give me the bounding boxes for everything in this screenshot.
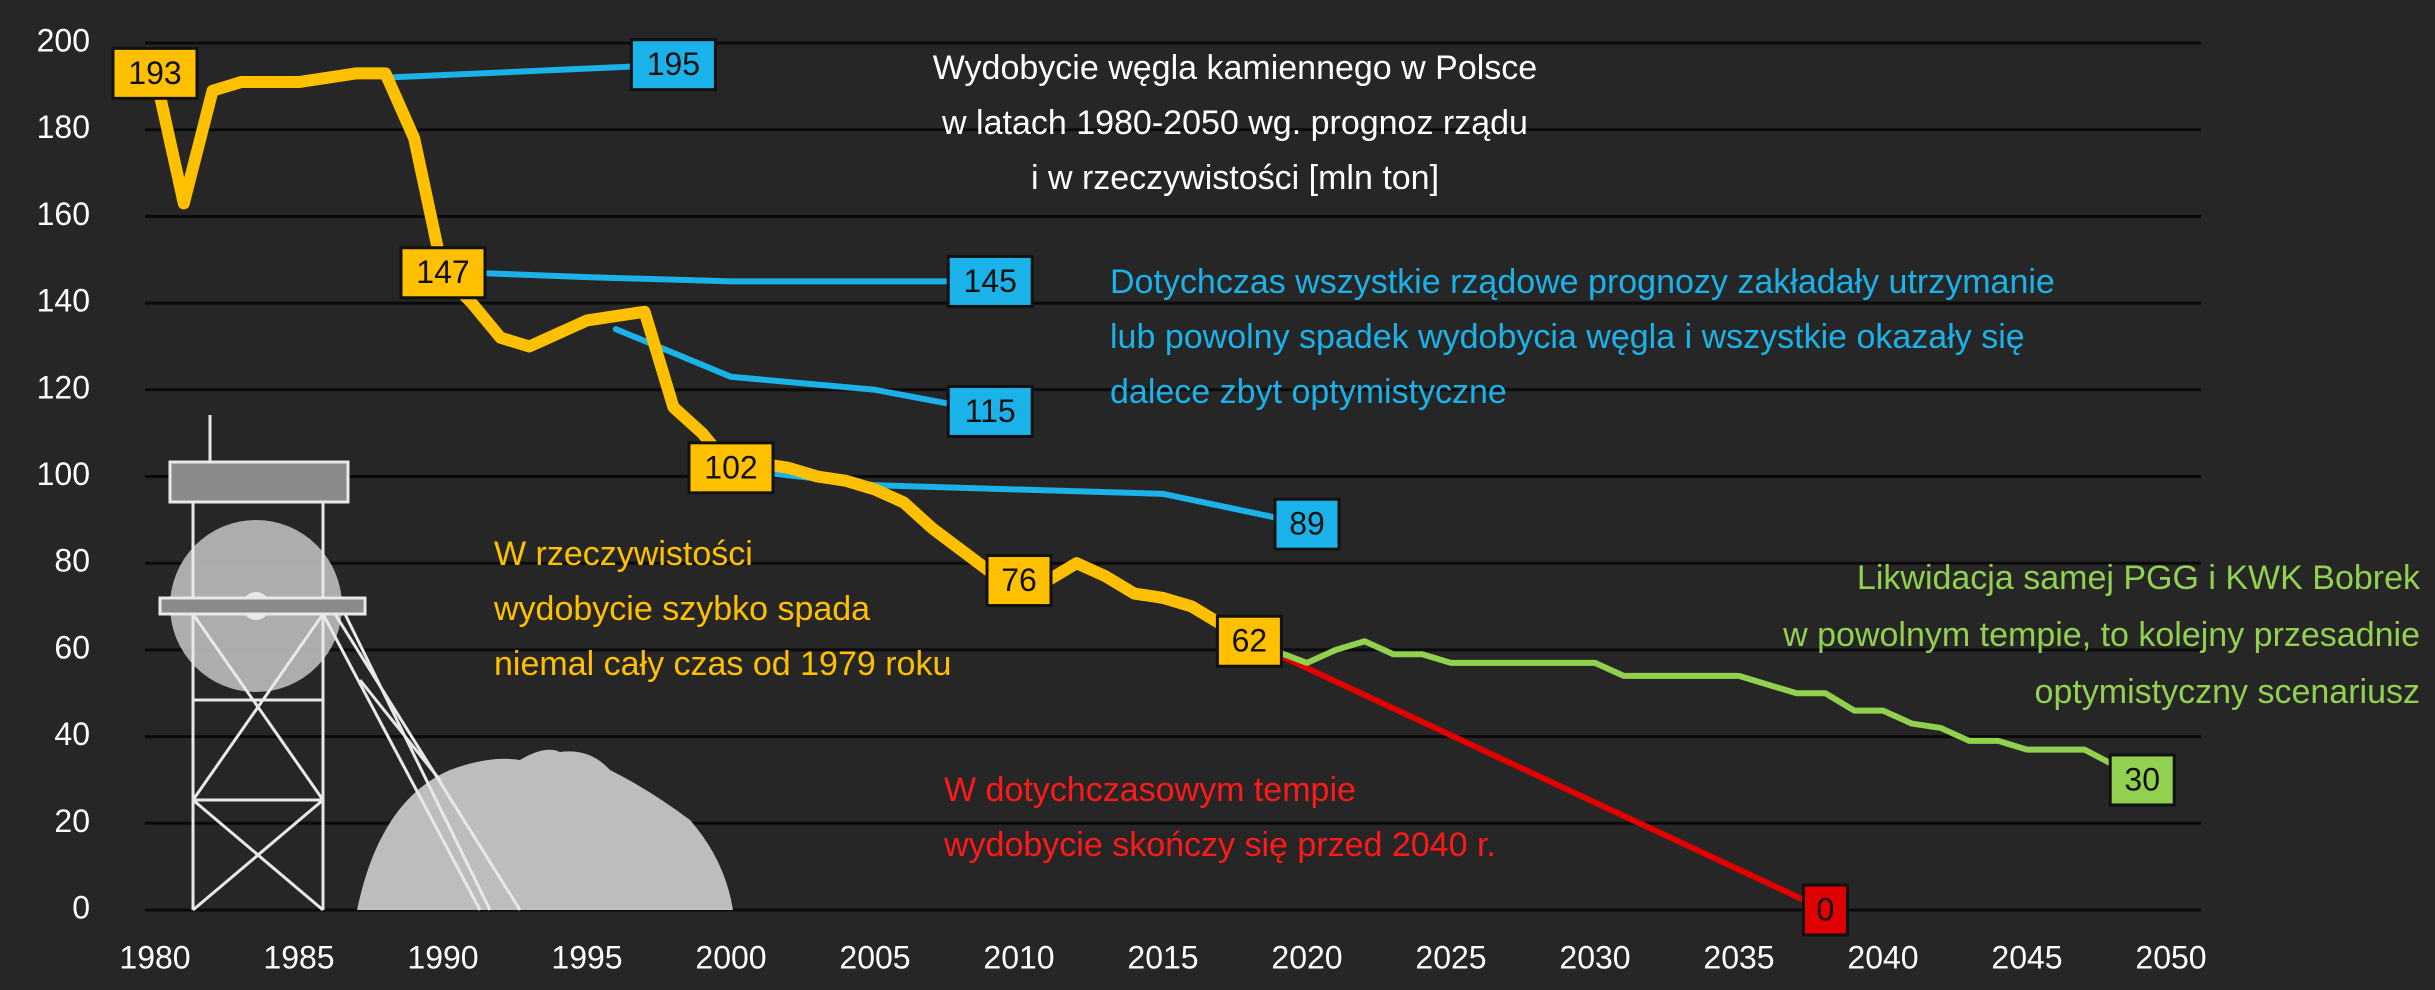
platform	[168, 460, 350, 504]
mine-illustration	[158, 415, 733, 912]
annotation: W dotychczasowym tempie	[944, 771, 1356, 809]
x-tick-label: 2010	[983, 939, 1054, 975]
value-label: 145	[964, 263, 1017, 299]
strut	[358, 679, 442, 781]
brace	[191, 613, 325, 801]
y-tick-label: 0	[72, 889, 90, 925]
value-box	[2108, 753, 2176, 807]
annotation: W rzeczywistości	[494, 535, 753, 573]
value-box	[946, 254, 1034, 308]
y-tick-label: 40	[54, 716, 90, 752]
value-box	[1215, 614, 1283, 668]
annotation: Dotychczas wszystkie rządowe prognozy za…	[1110, 263, 2055, 301]
value-box	[985, 554, 1053, 608]
value-box	[946, 384, 1034, 438]
x-tick-label: 2005	[839, 939, 910, 975]
x-tick-label: 2000	[695, 939, 766, 975]
x-tick-label: 2015	[1127, 939, 1198, 975]
series-line	[149, 67, 1256, 648]
x-tick-label: 2035	[1703, 939, 1774, 975]
series-line	[1246, 638, 2146, 783]
coal-heap	[357, 749, 733, 910]
y-tick-label: 140	[37, 283, 90, 319]
y-tick-label: 200	[37, 22, 90, 58]
value-label: 102	[704, 449, 757, 485]
value-label: 89	[1289, 506, 1325, 542]
x-tick-label: 2025	[1415, 939, 1486, 975]
value-box	[629, 38, 717, 92]
annotation: w latach 1980-2050 wg. prognoz rządu	[941, 104, 1528, 142]
y-tick-label: 80	[54, 543, 90, 579]
strut	[343, 613, 492, 911]
value-label: 0	[1817, 891, 1835, 927]
annotation: dalece zbyt optymistyczne	[1110, 373, 1507, 411]
annotation: w powolnym tempie, to kolejny przesadnie	[1782, 616, 2420, 654]
crossbar	[158, 596, 367, 616]
y-tick-label: 160	[37, 196, 90, 232]
x-tick-label: 2030	[1559, 939, 1630, 975]
value-label: 30	[2124, 761, 2160, 797]
annotation: wydobycie skończy się przed 2040 r.	[943, 826, 1496, 864]
value-label: 115	[965, 393, 1016, 429]
x-tick-label: 2040	[1847, 939, 1918, 975]
value-box	[111, 46, 199, 100]
brace	[192, 798, 324, 912]
value-label: 195	[647, 46, 700, 82]
value-box	[1801, 883, 1849, 937]
strut	[321, 613, 482, 911]
value-box	[687, 441, 775, 495]
value-box	[399, 246, 487, 300]
y-tick-label: 20	[54, 803, 90, 839]
annotation: Wydobycie węgla kamiennego w Polsce	[933, 49, 1537, 87]
series-line	[382, 61, 677, 81]
value-label: 193	[128, 55, 181, 91]
value-label: 147	[416, 254, 469, 290]
annotation: optymistyczny scenariusz	[2035, 673, 2420, 711]
y-tick-label: 60	[54, 629, 90, 665]
series-line	[468, 269, 994, 285]
annotation: wydobycie szybko spada	[493, 590, 870, 628]
y-tick-label: 180	[37, 109, 90, 145]
x-tick-label: 2045	[1991, 939, 2062, 975]
y-tick-label: 100	[37, 456, 90, 492]
x-tick-label: 2050	[2135, 939, 2206, 975]
x-tick-label: 1985	[263, 939, 334, 975]
annotation: lub powolny spadek wydobycia węgla i wsz…	[1110, 318, 2025, 356]
x-tick-label: 1995	[551, 939, 622, 975]
x-tick-label: 2020	[1271, 939, 1342, 975]
x-tick-label: 1990	[407, 939, 478, 975]
annotation: Likwidacja samej PGG i KWK Bobrek	[1857, 559, 2421, 597]
x-tick-label: 1980	[119, 939, 190, 975]
value-box	[1273, 497, 1341, 551]
annotation: i w rzeczywistości [mln ton]	[1031, 159, 1439, 197]
series-line	[1246, 638, 1829, 913]
value-label: 76	[1001, 562, 1037, 598]
series-line	[612, 326, 994, 415]
annotation: niemal cały czas od 1979 roku	[494, 645, 951, 683]
value-label: 62	[1232, 623, 1268, 659]
y-tick-label: 120	[37, 369, 90, 405]
